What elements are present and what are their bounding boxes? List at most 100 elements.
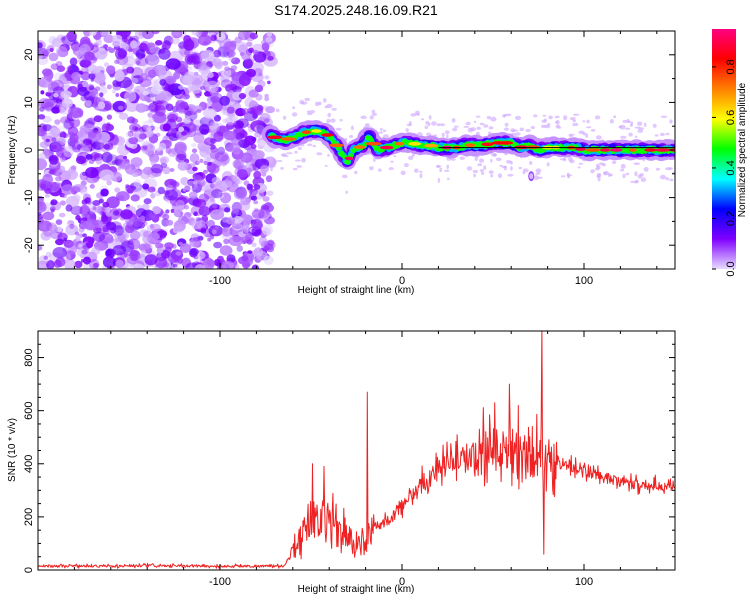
ridge-halo-point: [377, 131, 384, 134]
snr-y-label: SNR (10 * v/v): [7, 418, 18, 482]
noise-blob: [171, 31, 183, 39]
noise-blob: [138, 126, 147, 133]
ridge-halo-point: [410, 113, 417, 117]
noise-blob: [134, 126, 139, 131]
noise-blob: [146, 99, 151, 103]
noise-blob: [253, 184, 261, 190]
noise-blob: [50, 199, 58, 206]
noise-blob: [265, 209, 271, 215]
noise-blob: [236, 118, 249, 129]
ridge-peak: [394, 141, 405, 146]
noise-blob: [92, 126, 102, 134]
noise-blob: [234, 159, 244, 171]
noise-blob: [209, 138, 217, 144]
noise-blob: [162, 123, 171, 132]
noise-blob: [144, 143, 156, 154]
ridge-halo-point: [522, 171, 526, 175]
noise-blob: [54, 119, 61, 125]
noise-blob: [182, 117, 191, 124]
ridge-halo-point: [490, 174, 494, 178]
ridge-halo-point: [441, 132, 445, 137]
noise-blob: [128, 137, 139, 145]
noise-blob: [65, 204, 73, 212]
ridge-peak: [408, 142, 422, 146]
noise-blob: [92, 90, 99, 98]
noise-blob: [160, 249, 170, 259]
noise-blob: [226, 117, 234, 125]
snr-y-tick-label: 600: [23, 401, 35, 419]
spectrogram-y-ticks: -20 -10 0 10 20: [23, 30, 675, 270]
ridge-halo-point: [511, 129, 519, 132]
noise-blob: [191, 31, 199, 36]
ridge-halo-point: [507, 173, 514, 177]
colorbar-tick-label: 0.4: [725, 160, 737, 175]
noise-blob: [170, 181, 180, 188]
noise-blob: [162, 261, 170, 268]
ridge-halo-point: [276, 160, 283, 162]
noise-blob: [77, 243, 83, 248]
noise-blob: [106, 236, 114, 244]
noise-blob: [175, 251, 182, 256]
noise-blob: [190, 84, 202, 94]
noise-blob: [40, 90, 45, 95]
ridge-halo-point: [530, 126, 536, 129]
noise-blob: [162, 166, 171, 175]
ridge-halo-point: [637, 174, 643, 179]
noise-blob: [150, 85, 162, 95]
ridge-halo-point: [470, 127, 476, 132]
noise-blob: [237, 168, 248, 178]
noise-blob: [45, 92, 51, 97]
noise-blob: [130, 77, 139, 84]
ridge-halo-point: [339, 119, 343, 122]
noise-blob: [106, 84, 112, 90]
ridge-halo-point: [548, 115, 553, 120]
spectrogram-y-tick-label: -20: [23, 237, 35, 253]
noise-blob: [157, 186, 165, 195]
ridge-halo-point: [486, 115, 491, 120]
noise-blob: [59, 200, 66, 206]
noise-blob: [92, 42, 99, 48]
noise-blob: [249, 106, 264, 116]
ridge-halo-point: [327, 153, 330, 157]
noise-blob: [82, 138, 92, 146]
noise-blob: [199, 146, 212, 158]
ridge-halo-point: [296, 165, 303, 168]
noise-blob: [42, 124, 53, 132]
noise-blob: [180, 177, 190, 186]
noise-blob: [224, 207, 231, 213]
ridge-halo-point: [400, 170, 406, 176]
ridge-halo-point: [490, 158, 493, 163]
ridge-halo-point: [628, 132, 633, 137]
colorbar-label: Normalized spectral amplitude: [737, 82, 748, 217]
ridge-halo-point: [598, 162, 605, 166]
ridge-halo-point: [505, 113, 512, 117]
ridge-halo-point: [655, 167, 661, 171]
ridge-halo-point: [586, 119, 590, 124]
ridge-halo-point: [640, 177, 647, 183]
ridge-halo-point: [447, 177, 450, 181]
noise-blob: [51, 137, 57, 142]
noise-blob: [142, 31, 154, 40]
noise-blob: [88, 85, 95, 91]
ridge-halo-point: [620, 168, 625, 172]
noise-blob: [66, 66, 72, 72]
ridge-halo-point: [454, 125, 459, 128]
noise-blob: [49, 224, 58, 234]
ridge-halo-point: [555, 124, 561, 128]
noise-blob: [195, 217, 201, 222]
noise-blob: [55, 238, 64, 246]
noise-blob: [117, 105, 124, 111]
noise-blob: [167, 113, 178, 123]
noise-blob: [173, 209, 183, 218]
noise-blob: [95, 48, 108, 60]
noise-blob: [104, 62, 109, 68]
noise-blob: [211, 96, 220, 103]
noise-blob: [222, 227, 231, 237]
noise-blob: [103, 144, 111, 150]
colorbar-tick-label: 0.6: [725, 110, 737, 125]
noise-blob: [214, 116, 220, 122]
ridge-halo-point: [426, 132, 432, 137]
noise-blob: [114, 70, 125, 82]
noise-blob: [118, 161, 131, 170]
noise-blob: [264, 93, 269, 98]
